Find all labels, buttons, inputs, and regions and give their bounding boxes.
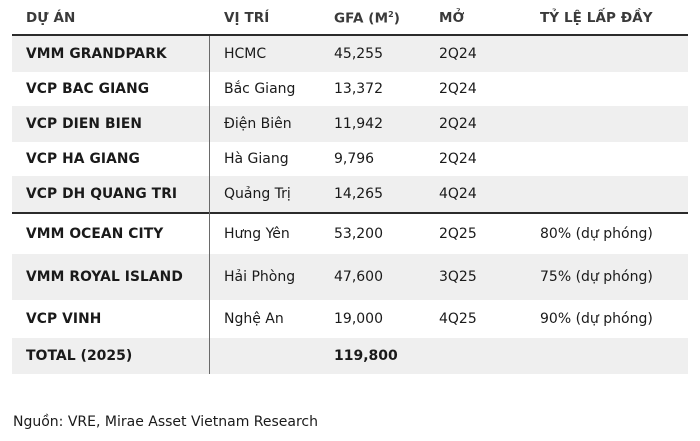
project-occupancy: 80% (dự phóng) xyxy=(540,226,653,242)
project-name: VCP DH QUANG TRI xyxy=(26,186,178,202)
project-occupancy: 90% (dự phóng) xyxy=(540,311,653,327)
total-row: TOTAL (2025) 119,800 xyxy=(12,338,688,374)
table-row: VMM ROYAL ISLAND Hải Phòng 47,600 3Q25 7… xyxy=(12,254,688,300)
project-opening: 3Q25 xyxy=(439,269,477,285)
header-project: DỰ ÁN xyxy=(26,10,76,26)
header-location: VỊ TRÍ xyxy=(224,10,270,26)
project-occupancy: 75% (dự phóng) xyxy=(540,269,653,285)
project-location: Hưng Yên xyxy=(224,226,290,242)
column-divider xyxy=(209,36,210,374)
project-location: Điện Biên xyxy=(224,116,292,132)
project-table: DỰ ÁN VỊ TRÍ GFA (M2) MỞ TỶ LỆ LẤP ĐẦY V… xyxy=(12,0,688,374)
table-row: VCP HA GIANG Hà Giang 9,796 2Q24 xyxy=(12,142,688,176)
project-gfa: 11,942 xyxy=(334,116,383,132)
project-opening: 2Q24 xyxy=(439,46,477,62)
project-name: VMM ROYAL ISLAND xyxy=(26,269,183,285)
total-gfa: 119,800 xyxy=(334,348,398,364)
project-opening: 2Q24 xyxy=(439,81,477,97)
table-header: DỰ ÁN VỊ TRÍ GFA (M2) MỞ TỶ LỆ LẤP ĐẦY xyxy=(12,0,688,36)
table-row: VCP BAC GIANG Bắc Giang 13,372 2Q24 xyxy=(12,72,688,106)
source-note: Nguồn: VRE, Mirae Asset Vietnam Research xyxy=(13,414,318,430)
project-gfa: 53,200 xyxy=(334,226,383,242)
project-gfa: 19,000 xyxy=(334,311,383,327)
project-gfa: 13,372 xyxy=(334,81,383,97)
project-name: VCP HA GIANG xyxy=(26,151,140,167)
table-row: VMM GRANDPARK HCMC 45,255 2Q24 xyxy=(12,36,688,72)
project-gfa: 45,255 xyxy=(334,46,383,62)
table-row: VCP DIEN BIEN Điện Biên 11,942 2Q24 xyxy=(12,106,688,142)
project-location: Bắc Giang xyxy=(224,81,296,97)
project-opening: 2Q25 xyxy=(439,226,477,242)
project-gfa: 14,265 xyxy=(334,186,383,202)
project-opening: 4Q24 xyxy=(439,186,477,202)
table-row: VCP VINH Nghệ An 19,000 4Q25 90% (dự phó… xyxy=(12,300,688,338)
project-gfa: 9,796 xyxy=(334,151,375,167)
header-gfa-text: GFA (M xyxy=(334,10,389,27)
project-name: VMM GRANDPARK xyxy=(26,46,167,62)
header-gfa-superscript: 2 xyxy=(388,10,394,19)
project-name: VCP DIEN BIEN xyxy=(26,116,142,132)
project-location: Hà Giang xyxy=(224,151,289,167)
project-location: HCMC xyxy=(224,46,267,62)
total-label: TOTAL (2025) xyxy=(26,348,133,364)
project-opening: 4Q25 xyxy=(439,311,477,327)
project-name: VMM OCEAN CITY xyxy=(26,226,164,242)
table-row: VMM OCEAN CITY Hưng Yên 53,200 2Q25 80% … xyxy=(12,212,688,254)
header-gfa: GFA (M2) xyxy=(334,10,400,27)
project-name: VCP VINH xyxy=(26,311,102,327)
project-location: Quảng Trị xyxy=(224,186,291,202)
header-occupancy: TỶ LỆ LẤP ĐẦY xyxy=(540,10,653,26)
project-name: VCP BAC GIANG xyxy=(26,81,150,97)
header-gfa-close: ) xyxy=(393,10,401,27)
project-opening: 2Q24 xyxy=(439,151,477,167)
header-opening: MỞ xyxy=(439,10,465,26)
project-opening: 2Q24 xyxy=(439,116,477,132)
project-location: Nghệ An xyxy=(224,311,284,327)
table-row: VCP DH QUANG TRI Quảng Trị 14,265 4Q24 xyxy=(12,176,688,212)
project-location: Hải Phòng xyxy=(224,269,296,285)
project-gfa: 47,600 xyxy=(334,269,383,285)
